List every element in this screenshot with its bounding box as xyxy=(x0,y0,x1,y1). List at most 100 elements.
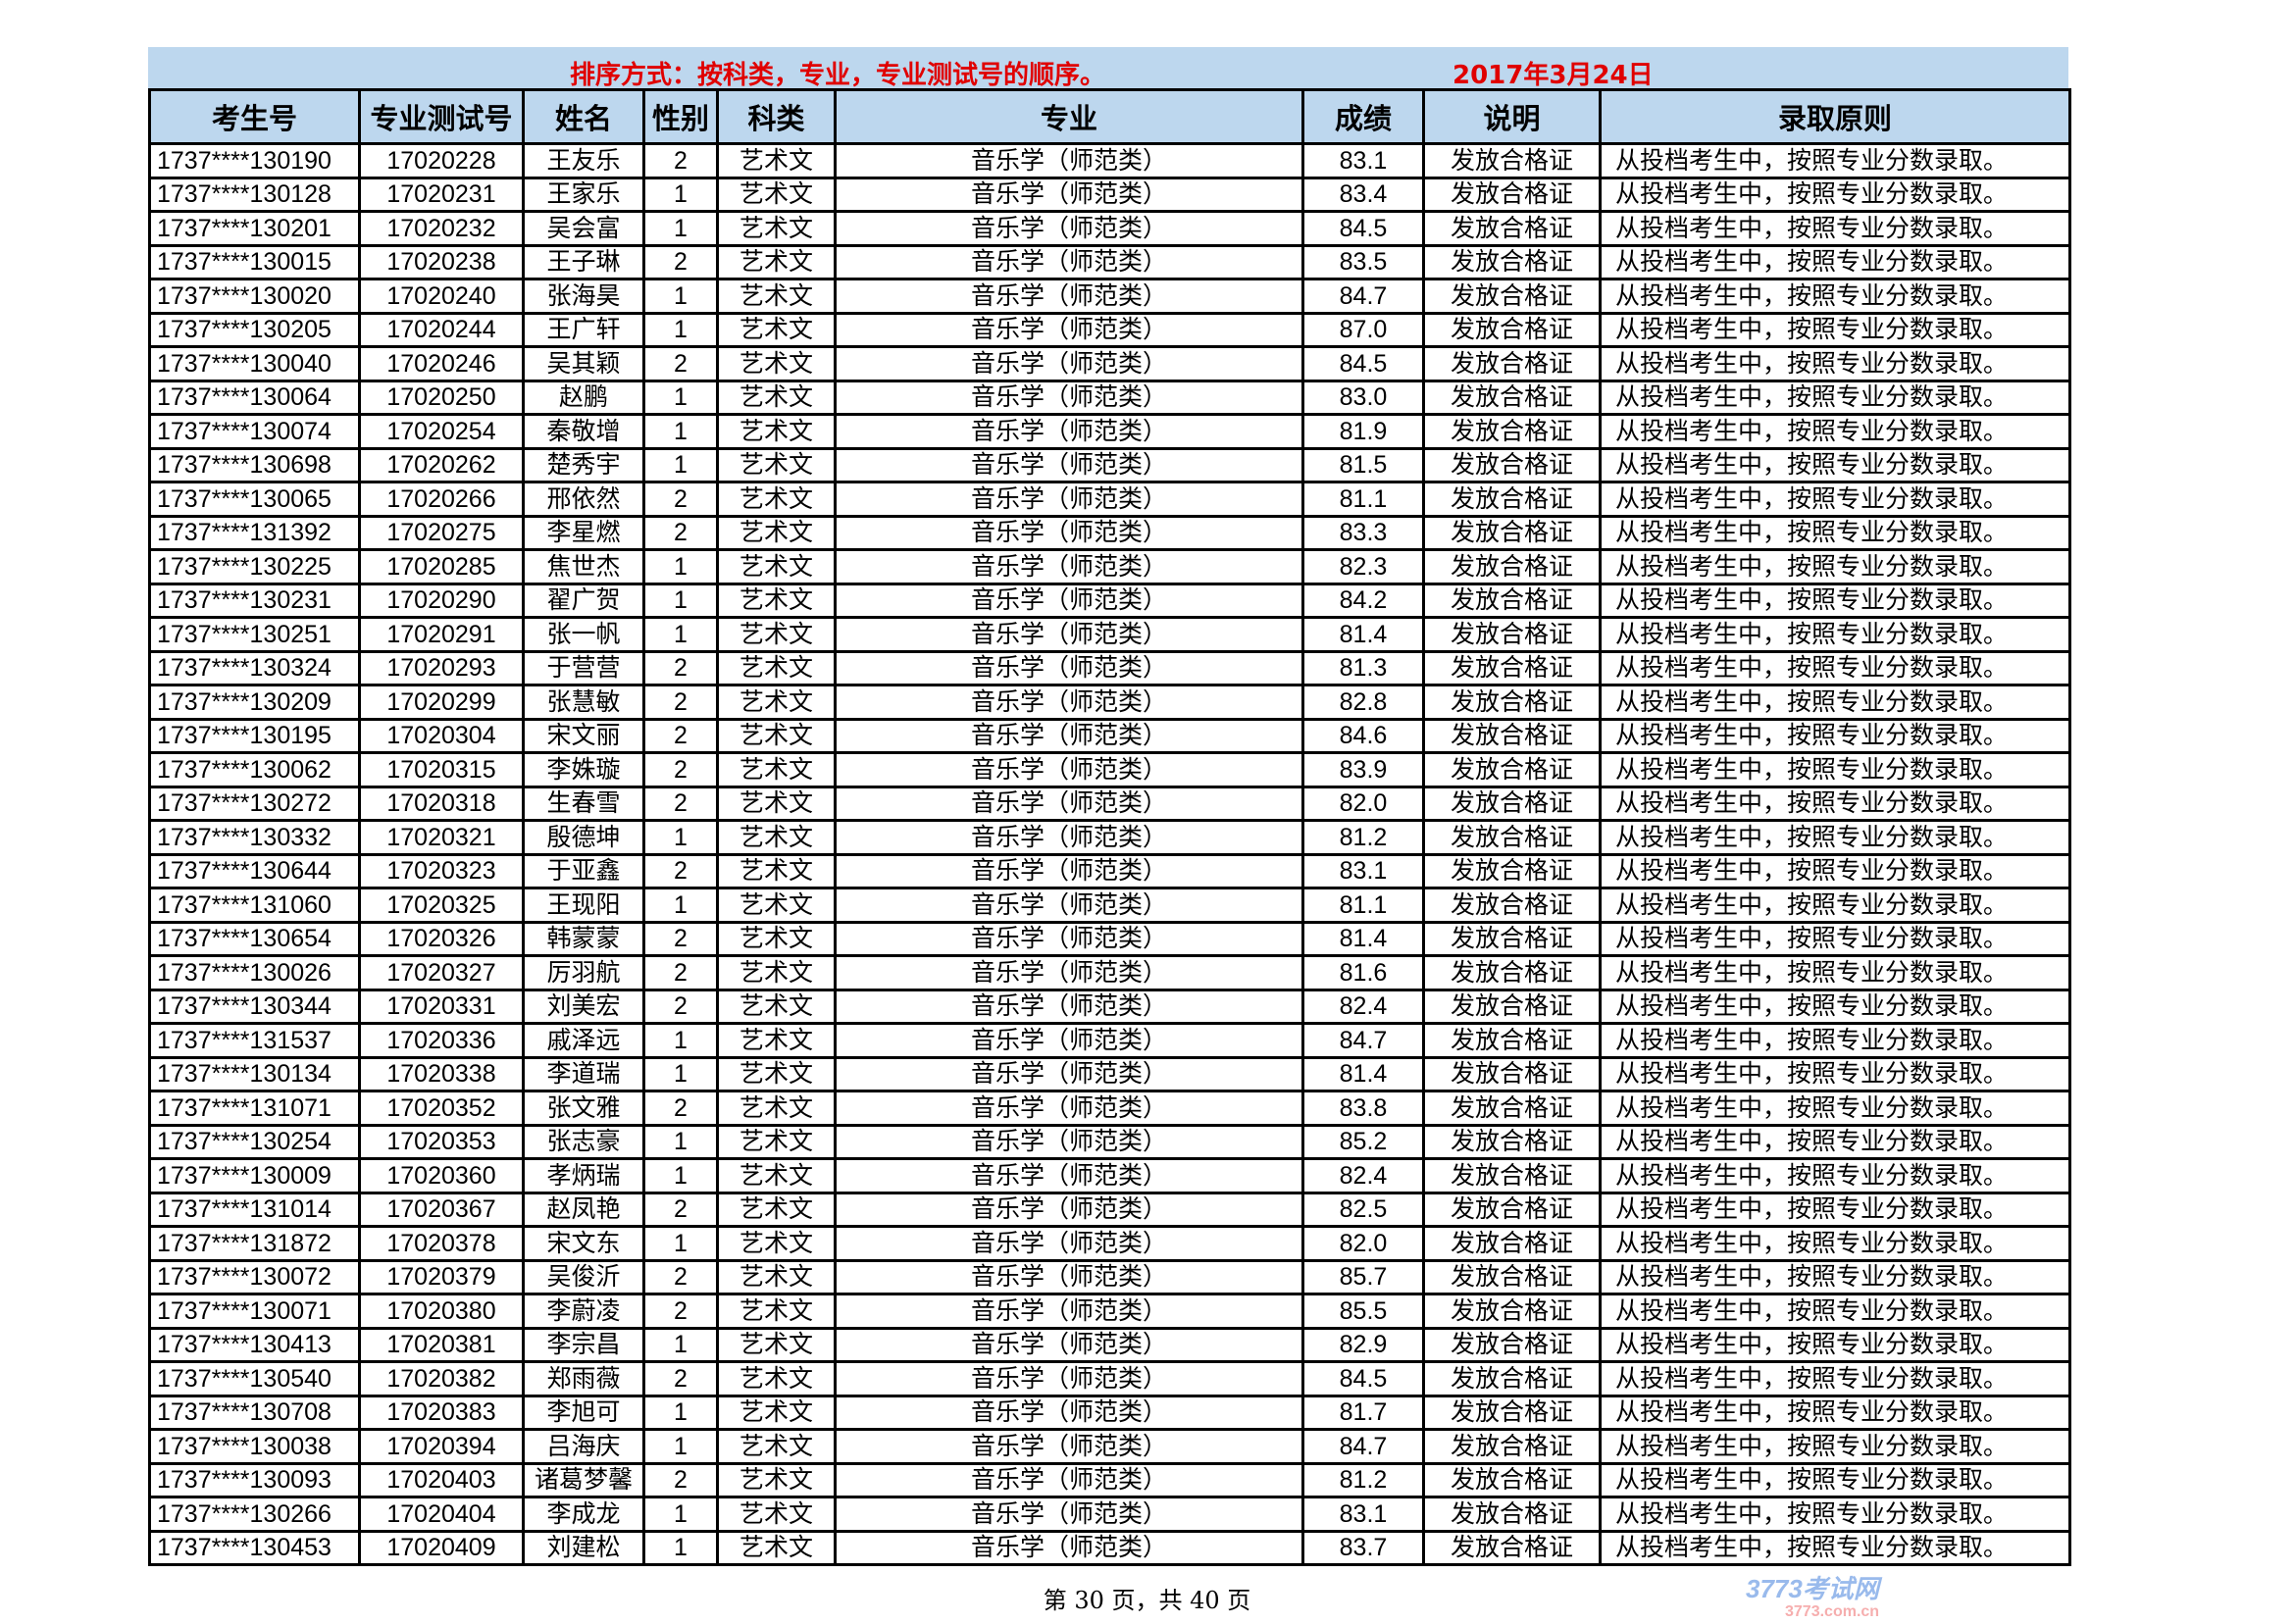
table-row: 1737****130413 17020381 李宗昌 1 艺术文 音乐学（师范类） 82.… xyxy=(148,1326,2071,1363)
table-row: 1737****130332 17020321 殷德坤 1 艺术文 音乐学（师范类） 81.… xyxy=(148,819,2071,856)
table-row: 1737****130195 17020304 宋文丽 2 艺术文 音乐学（师范类） 84.… xyxy=(148,717,2071,754)
name-cell: 楚秀宇 xyxy=(522,446,645,483)
exam-id-cell: 1737****130251 xyxy=(148,616,361,653)
gender-cell: 2 xyxy=(642,1461,719,1498)
principle-cell: 从投档考生中，按照专业分数录取。 xyxy=(1599,954,2071,991)
table-row: 1737****130020 17020240 张海昊 1 艺术文 音乐学（师范类） 84.… xyxy=(148,278,2071,315)
score-cell: 81.5 xyxy=(1301,446,1425,483)
exam-id-cell: 1737****131537 xyxy=(148,1022,361,1059)
name-cell: 李蔚凌 xyxy=(522,1293,645,1330)
major-cell: 音乐学（师范类） xyxy=(834,988,1304,1025)
gender-cell: 1 xyxy=(642,413,719,450)
score-cell: 83.1 xyxy=(1301,142,1425,179)
header-row: 考生号 专业测试号 姓名 性别 科类 专业 成绩 说明 录取原则 xyxy=(148,88,2071,145)
score-cell: 84.7 xyxy=(1301,1428,1425,1465)
test-number-cell: 17020381 xyxy=(358,1326,525,1363)
table-row: 1737****130225 17020285 焦世杰 1 艺术文 音乐学（师范类） 82.… xyxy=(148,548,2071,585)
sort-order-note: 排序方式：按科类，专业，专业测试号的顺序。 xyxy=(570,61,1106,90)
major-cell: 音乐学（师范类） xyxy=(834,649,1304,686)
gender-cell: 1 xyxy=(642,311,719,348)
score-cell: 82.4 xyxy=(1301,988,1425,1025)
major-cell: 音乐学（师范类） xyxy=(834,1055,1304,1092)
test-number-cell: 17020380 xyxy=(358,1293,525,1330)
principle-cell: 从投档考生中，按照专业分数录取。 xyxy=(1599,887,2071,924)
test-number-cell: 17020262 xyxy=(358,446,525,483)
name-cell: 吴俊沂 xyxy=(522,1258,645,1295)
score-cell: 85.2 xyxy=(1301,1123,1425,1160)
note-cell: 发放合格证 xyxy=(1422,988,1602,1025)
principle-cell: 从投档考生中，按照专业分数录取。 xyxy=(1599,345,2071,382)
score-cell: 87.0 xyxy=(1301,311,1425,348)
note-cell: 发放合格证 xyxy=(1422,649,1602,686)
principle-cell: 从投档考生中，按照专业分数录取。 xyxy=(1599,176,2071,213)
test-number-cell: 17020383 xyxy=(358,1394,525,1431)
test-number-cell: 17020244 xyxy=(358,311,525,348)
principle-cell: 从投档考生中，按照专业分数录取。 xyxy=(1599,684,2071,721)
major-cell: 音乐学（师范类） xyxy=(834,1428,1304,1465)
table-row: 1737****130040 17020246 吴其颖 2 艺术文 音乐学（师范类） 84.… xyxy=(148,345,2071,382)
gender-cell: 1 xyxy=(642,548,719,585)
note-cell: 发放合格证 xyxy=(1422,176,1602,213)
exam-id-cell: 1737****130072 xyxy=(148,1258,361,1295)
gender-cell: 2 xyxy=(642,785,719,822)
gender-cell: 1 xyxy=(642,1326,719,1363)
table-row: 1737****130209 17020299 张慧敏 2 艺术文 音乐学（师范类） 82.… xyxy=(148,684,2071,721)
exam-id-cell: 1737****131071 xyxy=(148,1090,361,1127)
gender-cell: 2 xyxy=(642,920,719,957)
gender-cell: 1 xyxy=(642,379,719,416)
note-cell: 发放合格证 xyxy=(1422,852,1602,889)
major-cell: 音乐学（师范类） xyxy=(834,142,1304,179)
principle-cell: 从投档考生中，按照专业分数录取。 xyxy=(1599,278,2071,315)
gender-cell: 1 xyxy=(642,1157,719,1194)
name-cell: 宋文丽 xyxy=(522,717,645,754)
header-gender: 性别 xyxy=(642,88,719,145)
name-cell: 翟广贺 xyxy=(522,582,645,619)
score-cell: 81.4 xyxy=(1301,920,1425,957)
exam-id-cell: 1737****130266 xyxy=(148,1496,361,1533)
principle-cell: 从投档考生中，按照专业分数录取。 xyxy=(1599,1529,2071,1566)
name-cell: 李成龙 xyxy=(522,1496,645,1533)
major-cell: 音乐学（师范类） xyxy=(834,413,1304,450)
name-cell: 王家乐 xyxy=(522,176,645,213)
principle-cell: 从投档考生中，按照专业分数录取。 xyxy=(1599,717,2071,754)
test-number-cell: 17020250 xyxy=(358,379,525,416)
major-cell: 音乐学（师范类） xyxy=(834,278,1304,315)
category-cell: 艺术文 xyxy=(716,1293,837,1330)
header-category: 科类 xyxy=(716,88,837,145)
principle-cell: 从投档考生中，按照专业分数录取。 xyxy=(1599,1055,2071,1092)
category-cell: 艺术文 xyxy=(716,616,837,653)
name-cell: 韩蒙蒙 xyxy=(522,920,645,957)
note-cell: 发放合格证 xyxy=(1422,548,1602,585)
category-cell: 艺术文 xyxy=(716,1428,837,1465)
category-cell: 艺术文 xyxy=(716,176,837,213)
gender-cell: 1 xyxy=(642,1225,719,1262)
score-cell: 84.2 xyxy=(1301,582,1425,619)
principle-cell: 从投档考生中，按照专业分数录取。 xyxy=(1599,413,2071,450)
principle-cell: 从投档考生中，按照专业分数录取。 xyxy=(1599,649,2071,686)
major-cell: 音乐学（师范类） xyxy=(834,446,1304,483)
principle-cell: 从投档考生中，按照专业分数录取。 xyxy=(1599,1496,2071,1533)
major-cell: 音乐学（师范类） xyxy=(834,852,1304,889)
test-number-cell: 17020353 xyxy=(358,1123,525,1160)
exam-id-cell: 1737****130332 xyxy=(148,819,361,856)
header-test-number: 专业测试号 xyxy=(358,88,525,145)
category-cell: 艺术文 xyxy=(716,142,837,179)
note-cell: 发放合格证 xyxy=(1422,514,1602,551)
major-cell: 音乐学（师范类） xyxy=(834,819,1304,856)
table-row: 1737****130272 17020318 生春雪 2 艺术文 音乐学（师范类） 82.… xyxy=(148,785,2071,822)
table-row: 1737****130064 17020250 赵鹏 1 艺术文 音乐学（师范类） 83.0… xyxy=(148,379,2071,416)
major-cell: 音乐学（师范类） xyxy=(834,1123,1304,1160)
gender-cell: 1 xyxy=(642,582,719,619)
principle-cell: 从投档考生中，按照专业分数录取。 xyxy=(1599,311,2071,348)
exam-id-cell: 1737****130074 xyxy=(148,413,361,450)
score-cell: 82.4 xyxy=(1301,1157,1425,1194)
exam-id-cell: 1737****130195 xyxy=(148,717,361,754)
category-cell: 艺术文 xyxy=(716,446,837,483)
test-number-cell: 17020228 xyxy=(358,142,525,179)
major-cell: 音乐学（师范类） xyxy=(834,243,1304,280)
exam-id-cell: 1737****130190 xyxy=(148,142,361,179)
test-number-cell: 17020336 xyxy=(358,1022,525,1059)
principle-cell: 从投档考生中，按照专业分数录取。 xyxy=(1599,920,2071,957)
major-cell: 音乐学（师范类） xyxy=(834,1225,1304,1262)
category-cell: 艺术文 xyxy=(716,481,837,518)
